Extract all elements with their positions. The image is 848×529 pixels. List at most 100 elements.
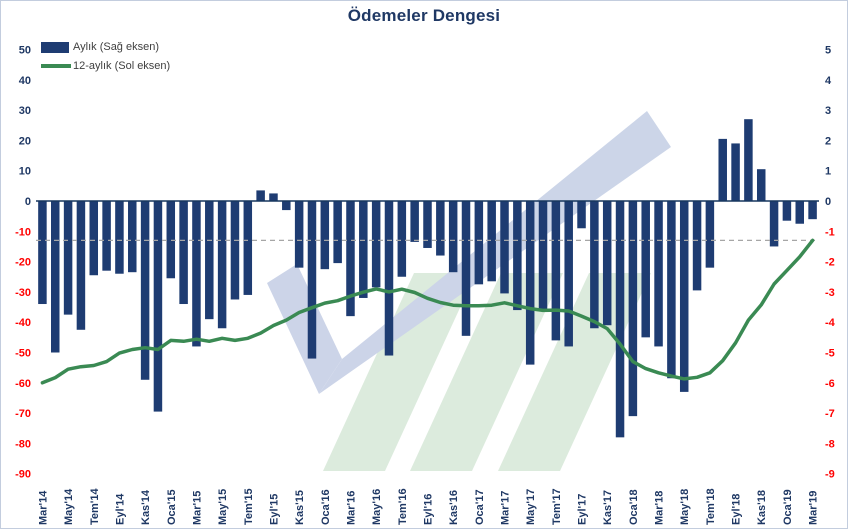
right-axis-tick-label: 0 <box>825 196 831 208</box>
bar-aylik <box>346 201 355 317</box>
bar-aylik <box>474 201 484 285</box>
x-axis-tick-label: May'17 <box>525 489 537 525</box>
x-axis-tick-label: Eyl'17 <box>577 494 589 525</box>
bar-aylik <box>63 201 73 315</box>
bar-aylik <box>205 201 214 320</box>
x-axis-tick-label: May'14 <box>63 488 75 525</box>
x-axis-tick-label: Tem'17 <box>551 488 563 525</box>
left-axis-tick-label: -70 <box>15 408 31 420</box>
x-axis-tick-label: Tem'15 <box>243 488 255 525</box>
bar-aylik <box>153 201 163 412</box>
x-axis-tick-label: Mar'16 <box>346 491 358 525</box>
bar-aylik <box>795 201 804 224</box>
bar-aylik <box>38 201 47 305</box>
bar-aylik <box>564 201 573 347</box>
right-axis-tick-label: -3 <box>825 287 835 299</box>
right-axis-tick-label: -2 <box>825 257 835 269</box>
watermark-stripe <box>410 273 563 471</box>
bar-aylik <box>102 201 111 271</box>
left-axis-tick-label: -10 <box>15 226 31 238</box>
bar-aylik <box>320 201 330 270</box>
bar-aylik <box>256 190 265 202</box>
x-axis-tick-label: Oca'19 <box>782 489 794 525</box>
left-axis-tick-label: -80 <box>15 438 31 450</box>
legend-item-12month: 12-aylık (Sol eksen) <box>41 58 170 74</box>
right-axis-tick-label: 5 <box>825 45 831 57</box>
x-axis-tick-label: Oca'15 <box>166 489 178 525</box>
bar-aylik <box>487 201 496 282</box>
bar-aylik <box>282 201 291 211</box>
bar-aylik <box>269 193 278 202</box>
bar-aylik <box>500 201 509 294</box>
x-axis-tick-label: May'16 <box>371 489 383 525</box>
bar-aylik <box>397 201 407 277</box>
bar-aylik <box>359 201 368 298</box>
bar-aylik <box>166 201 176 279</box>
bar-aylik <box>243 201 253 295</box>
bar-aylik <box>705 201 715 268</box>
x-axis-tick-label: May'18 <box>679 489 691 525</box>
right-axis-tick-label: 2 <box>825 135 831 147</box>
right-axis-tick-label: -4 <box>825 317 836 329</box>
bar-aylik <box>140 201 150 380</box>
right-axis-tick-label: 1 <box>825 166 831 178</box>
bar-aylik <box>641 201 650 338</box>
bar-aylik <box>333 201 342 264</box>
left-axis-tick-label: -30 <box>15 287 31 299</box>
bar-aylik <box>654 201 663 347</box>
x-axis-tick-label: Eyl'16 <box>423 494 435 525</box>
left-axis-tick-label: -20 <box>15 257 31 269</box>
bar-aylik <box>307 201 317 359</box>
x-axis-tick-label: Oca'18 <box>628 489 640 525</box>
right-axis-tick-label: -5 <box>825 348 835 360</box>
bar-aylik <box>384 201 394 356</box>
bar-aylik <box>128 201 137 273</box>
bar-aylik <box>410 201 419 242</box>
x-axis-tick-label: Mar'18 <box>654 491 666 525</box>
bar-aylik <box>230 201 240 300</box>
x-axis-tick-label: Tem'16 <box>397 488 409 525</box>
legend-label-12month: 12-aylık (Sol eksen) <box>73 60 171 72</box>
bar-aylik <box>615 201 625 438</box>
x-axis-tick-label: Tem'18 <box>705 488 717 525</box>
x-axis-tick-label: Oca'16 <box>320 489 332 525</box>
x-axis-tick-label: May'15 <box>217 489 229 525</box>
x-axis-tick-label: Mar'19 <box>808 491 820 525</box>
bar-aylik <box>538 201 548 311</box>
bar-aylik <box>667 201 676 379</box>
bar-aylik <box>51 201 60 353</box>
x-axis-tick-label: Eyl'14 <box>114 493 126 525</box>
bar-aylik <box>371 201 381 288</box>
bar-aylik <box>294 201 304 268</box>
bar-aylik <box>731 143 740 201</box>
left-axis-tick-label: 0 <box>25 196 31 208</box>
bar-aylik <box>782 201 792 221</box>
bar-aylik <box>628 201 638 417</box>
x-axis-tick-label: Kas'17 <box>602 490 614 525</box>
bar-aylik <box>513 201 522 311</box>
left-axis-tick-label: 40 <box>19 75 31 87</box>
left-axis-tick-label: 10 <box>19 166 31 178</box>
bar-aylik <box>756 169 766 202</box>
x-axis-tick-label: Eyl'18 <box>731 494 743 525</box>
right-axis-tick-label: 4 <box>825 75 832 87</box>
line-12-aylik <box>40 238 815 385</box>
x-axis-tick-label: Oca'17 <box>474 489 486 525</box>
watermark-stripe <box>323 273 476 471</box>
bar-aylik <box>423 201 432 248</box>
right-axis-tick-label: -6 <box>825 378 835 390</box>
bar-aylik <box>89 201 99 276</box>
watermark-stripe <box>498 273 651 471</box>
left-axis-tick-label: -50 <box>15 348 31 360</box>
bar-aylik <box>744 119 753 201</box>
bar-aylik <box>808 201 817 220</box>
x-axis-tick-label: Kas'16 <box>448 490 460 525</box>
x-axis-tick-label: Mar'17 <box>500 491 512 525</box>
left-axis-tick-label: -60 <box>15 378 31 390</box>
bar-aylik <box>448 201 458 273</box>
legend: Aylık (Sağ eksen) 12-aylık (Sol eksen) <box>41 39 170 77</box>
x-axis-tick-label: Mar'15 <box>192 491 204 525</box>
bar-aylik <box>551 201 561 341</box>
bar-aylik <box>525 201 535 365</box>
